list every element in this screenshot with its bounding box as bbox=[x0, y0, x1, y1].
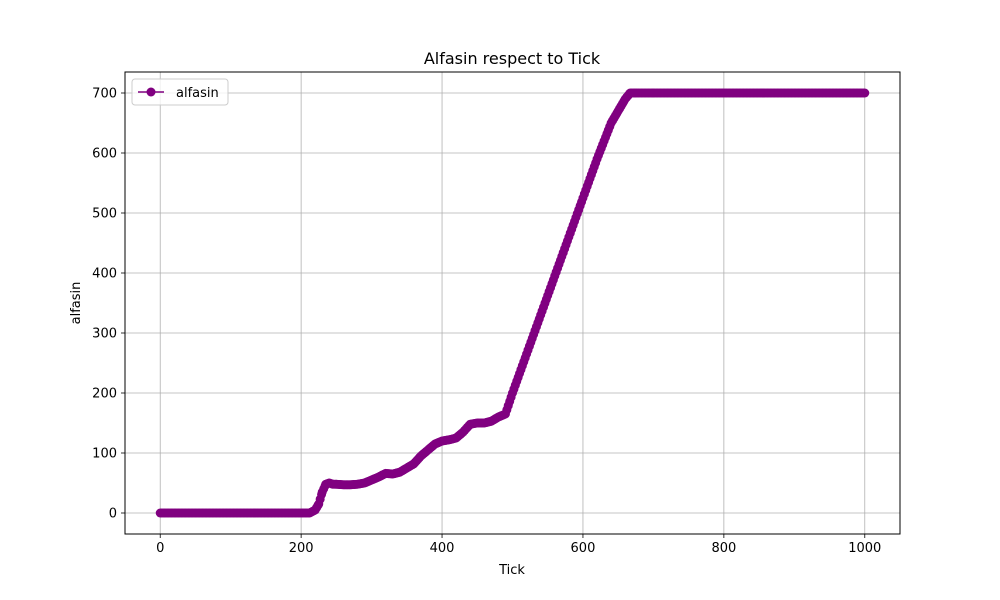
data-point bbox=[860, 88, 870, 98]
x-tick-label: 800 bbox=[711, 541, 736, 556]
y-tick-label: 200 bbox=[92, 387, 117, 402]
y-axis-label: alfasin bbox=[69, 282, 84, 325]
y-tick-label: 700 bbox=[92, 87, 117, 102]
series-layer bbox=[155, 88, 870, 518]
series-alfasin bbox=[155, 88, 870, 518]
legend: alfasin bbox=[131, 78, 229, 106]
y-ticks: 0 100 200 300 400 500 600 700 bbox=[92, 87, 125, 522]
y-tick-label: 500 bbox=[92, 207, 117, 222]
x-tick-label: 400 bbox=[430, 541, 455, 556]
plot-frame bbox=[124, 71, 901, 535]
y-tick-label: 0 bbox=[109, 507, 117, 522]
x-tick-label: 200 bbox=[289, 541, 314, 556]
legend-marker bbox=[146, 87, 156, 97]
x-tick-label: 600 bbox=[571, 541, 596, 556]
grid bbox=[125, 72, 900, 534]
x-ticks: 0 200 400 600 800 1000 bbox=[156, 534, 881, 556]
y-tick-label: 300 bbox=[92, 327, 117, 342]
x-axis-label: Tick bbox=[498, 563, 525, 578]
x-tick-label: 1000 bbox=[848, 541, 881, 556]
chart-title: Alfasin respect to Tick bbox=[424, 49, 601, 68]
x-tick-label: 0 bbox=[156, 541, 164, 556]
y-tick-label: 100 bbox=[92, 447, 117, 462]
legend-box bbox=[131, 78, 229, 106]
legend-label: alfasin bbox=[176, 86, 219, 101]
y-tick-label: 400 bbox=[92, 267, 117, 282]
y-tick-label: 600 bbox=[92, 147, 117, 162]
